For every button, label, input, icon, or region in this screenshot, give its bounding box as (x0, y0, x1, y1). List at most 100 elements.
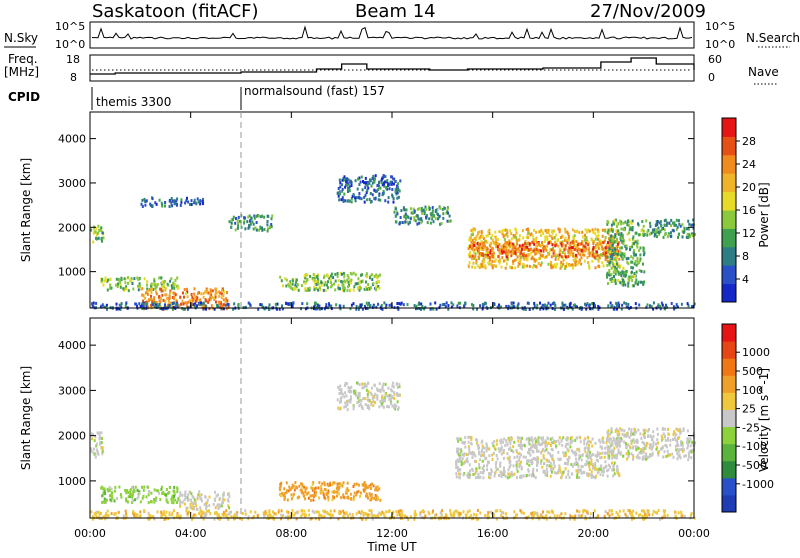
data-cell (162, 286, 164, 289)
data-cell (137, 278, 139, 281)
data-cell (212, 289, 214, 292)
data-cell (324, 515, 326, 518)
data-cell (317, 281, 319, 284)
data-cell (369, 198, 371, 201)
data-cell (223, 304, 225, 307)
data-cell (360, 304, 362, 307)
data-cell (546, 468, 548, 471)
data-cell (600, 239, 602, 242)
data-cell (347, 190, 349, 193)
data-cell (591, 260, 593, 263)
data-cell (611, 462, 613, 465)
data-cell (401, 302, 403, 305)
y-tick-label: 2000 (58, 221, 86, 234)
data-cell (161, 290, 163, 293)
data-cell (287, 515, 289, 518)
data-cell (315, 302, 317, 305)
data-cell (486, 246, 488, 249)
data-cell (246, 220, 248, 223)
data-cell (350, 390, 352, 393)
data-cell (497, 255, 499, 258)
data-cell (615, 270, 617, 273)
data-cell (565, 467, 567, 470)
data-cell (447, 304, 449, 307)
data-cell (637, 259, 639, 262)
data-cell (148, 490, 150, 493)
data-cell (496, 439, 498, 442)
data-cell (531, 473, 533, 476)
data-cell (256, 215, 258, 218)
data-cell (633, 284, 635, 287)
data-cell (134, 498, 136, 501)
data-cell (308, 513, 310, 516)
data-cell (176, 490, 178, 493)
data-cell (368, 182, 370, 185)
data-cell (373, 384, 375, 387)
data-cell (460, 513, 462, 516)
data-cell (495, 265, 497, 268)
data-cell (216, 514, 218, 517)
data-cell (571, 246, 573, 249)
data-cell (664, 219, 666, 222)
data-cell (572, 465, 574, 468)
data-cell (488, 229, 490, 232)
data-cell (616, 222, 618, 225)
data-cell (503, 235, 505, 238)
data-cell (360, 492, 362, 495)
data-cell (514, 267, 516, 270)
data-cell (453, 511, 455, 514)
data-cell (279, 276, 281, 279)
data-cell (411, 211, 413, 214)
data-cell (608, 468, 610, 471)
data-cell (135, 303, 137, 306)
data-cell (535, 265, 537, 268)
data-cell (591, 238, 593, 241)
data-cell (556, 263, 558, 266)
data-cell (607, 241, 609, 244)
data-cell (621, 304, 623, 307)
data-cell (513, 441, 515, 444)
data-cell (584, 509, 586, 512)
data-cell (600, 465, 602, 468)
data-cell (163, 512, 165, 515)
data-cell (616, 225, 618, 228)
data-cell (116, 278, 118, 281)
data-cell (485, 457, 487, 460)
data-cell (151, 500, 153, 503)
data-cell (356, 401, 358, 404)
data-cell (125, 301, 127, 304)
data-cell (365, 181, 367, 184)
data-cell (348, 400, 350, 403)
data-cell (522, 244, 524, 247)
data-cell (109, 486, 111, 489)
data-cell (643, 455, 645, 458)
freq-unit: [MHz] (4, 65, 39, 79)
data-cell (587, 243, 589, 246)
data-cell (597, 230, 599, 233)
data-cell (167, 492, 169, 495)
data-cell (494, 236, 496, 239)
data-cell (288, 486, 290, 489)
data-cell (567, 448, 569, 451)
data-cell (635, 260, 637, 263)
data-cell (221, 289, 223, 292)
data-cell (378, 287, 380, 290)
data-cell (109, 278, 111, 281)
data-cell (102, 232, 104, 235)
data-cell (303, 510, 305, 513)
data-cell (366, 189, 368, 192)
data-cell (647, 435, 649, 438)
data-cell (479, 243, 481, 246)
data-cell (467, 453, 469, 456)
data-cell (315, 487, 317, 490)
data-cell (683, 227, 685, 230)
data-cell (516, 461, 518, 464)
data-cell (343, 193, 345, 196)
data-cell (688, 234, 690, 237)
data-cell (148, 514, 150, 517)
data-cell (172, 292, 174, 295)
data-cell (678, 511, 680, 514)
data-cell (653, 510, 655, 513)
data-cell (531, 241, 533, 244)
